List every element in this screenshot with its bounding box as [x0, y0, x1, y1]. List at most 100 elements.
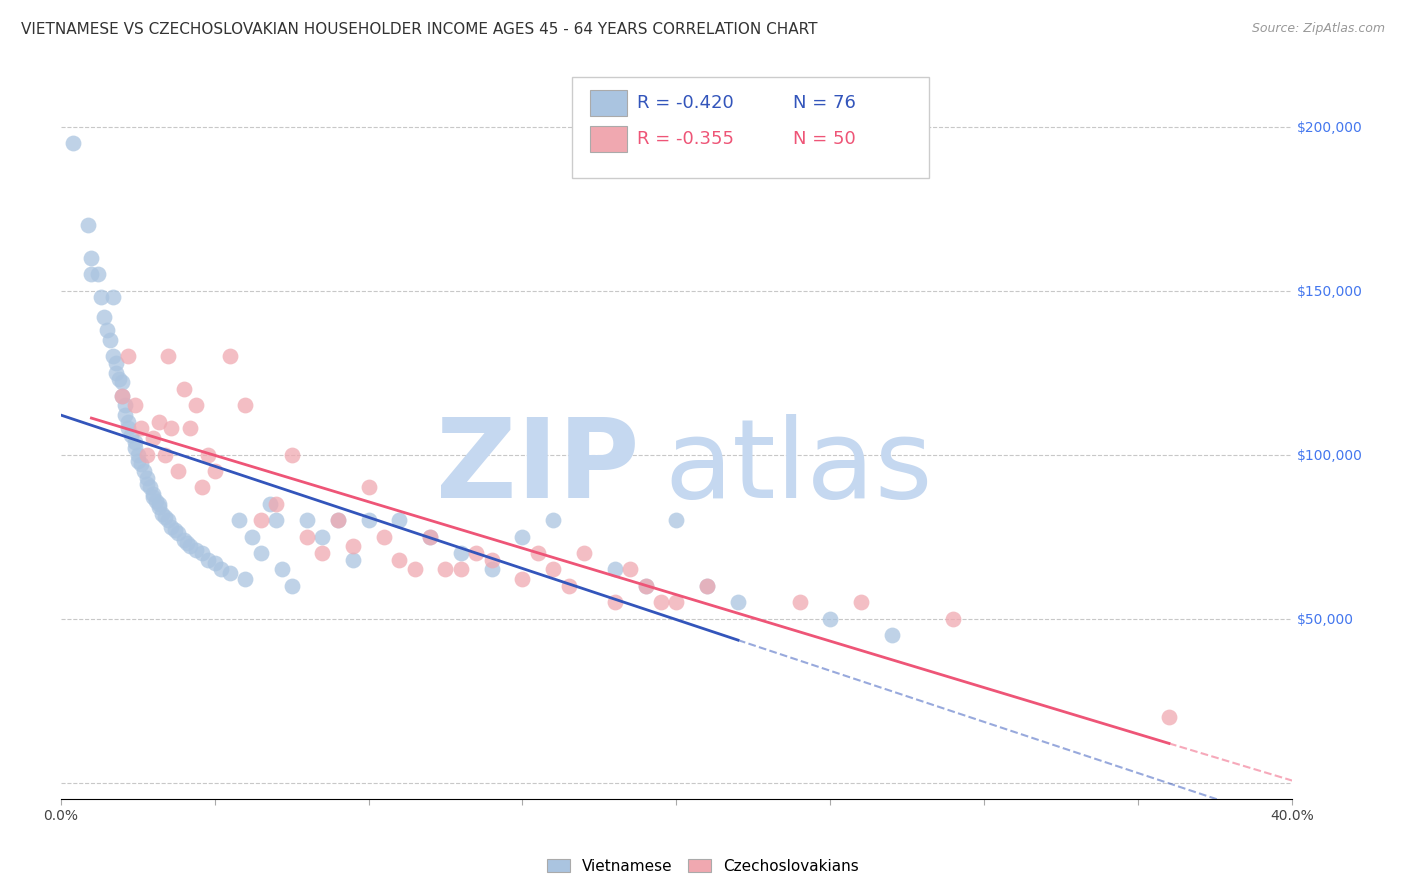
- Point: [197, 552, 219, 566]
- Point: [120, 428, 142, 442]
- Point: [404, 562, 426, 576]
- Point: [176, 536, 198, 550]
- Point: [117, 349, 139, 363]
- Bar: [591, 126, 627, 152]
- Point: [295, 530, 318, 544]
- Point: [166, 464, 188, 478]
- Point: [173, 382, 195, 396]
- Point: [111, 376, 134, 390]
- Point: [572, 546, 595, 560]
- Point: [249, 546, 271, 560]
- Point: [114, 399, 136, 413]
- Text: ZIP: ZIP: [436, 414, 640, 521]
- Text: R = -0.420: R = -0.420: [637, 94, 734, 112]
- Point: [481, 552, 503, 566]
- Point: [108, 372, 131, 386]
- Point: [135, 448, 157, 462]
- Point: [342, 552, 364, 566]
- Point: [148, 497, 170, 511]
- Point: [235, 572, 257, 586]
- Point: [264, 497, 287, 511]
- Point: [228, 513, 250, 527]
- Point: [295, 513, 318, 527]
- Point: [127, 448, 149, 462]
- Point: [880, 628, 903, 642]
- Point: [105, 366, 128, 380]
- Point: [155, 510, 177, 524]
- Point: [541, 562, 564, 576]
- Point: [665, 595, 688, 609]
- Point: [311, 530, 333, 544]
- Point: [204, 556, 226, 570]
- Point: [419, 530, 441, 544]
- Point: [142, 487, 165, 501]
- Text: R = -0.355: R = -0.355: [637, 129, 734, 148]
- Point: [179, 421, 201, 435]
- Point: [163, 523, 186, 537]
- Point: [204, 464, 226, 478]
- Point: [179, 540, 201, 554]
- Point: [541, 513, 564, 527]
- Point: [311, 546, 333, 560]
- Point: [235, 399, 257, 413]
- Point: [96, 323, 118, 337]
- Point: [240, 530, 263, 544]
- Point: [419, 530, 441, 544]
- Point: [117, 415, 139, 429]
- Bar: [591, 90, 627, 116]
- Point: [219, 349, 242, 363]
- Point: [849, 595, 872, 609]
- Point: [665, 513, 688, 527]
- Point: [326, 513, 349, 527]
- Point: [142, 491, 165, 505]
- Point: [139, 480, 162, 494]
- Point: [197, 448, 219, 462]
- Point: [101, 349, 124, 363]
- Point: [1157, 710, 1180, 724]
- Point: [80, 267, 103, 281]
- Point: [111, 389, 134, 403]
- Point: [135, 477, 157, 491]
- Point: [512, 572, 534, 586]
- Point: [650, 595, 672, 609]
- Text: N = 50: N = 50: [793, 129, 856, 148]
- FancyBboxPatch shape: [572, 78, 929, 178]
- Point: [357, 513, 380, 527]
- Point: [388, 552, 411, 566]
- Point: [264, 513, 287, 527]
- Point: [127, 454, 149, 468]
- Point: [142, 431, 165, 445]
- Point: [326, 513, 349, 527]
- Point: [184, 542, 207, 557]
- Point: [124, 399, 146, 413]
- Point: [129, 421, 152, 435]
- Point: [434, 562, 457, 576]
- Point: [603, 595, 626, 609]
- Point: [135, 470, 157, 484]
- Point: [388, 513, 411, 527]
- Point: [77, 218, 100, 232]
- Text: atlas: atlas: [664, 414, 932, 521]
- Point: [696, 579, 718, 593]
- Point: [527, 546, 550, 560]
- Point: [450, 562, 472, 576]
- Point: [259, 497, 281, 511]
- Point: [124, 441, 146, 455]
- Point: [619, 562, 641, 576]
- Point: [184, 399, 207, 413]
- Point: [117, 421, 139, 435]
- Point: [86, 267, 108, 281]
- Point: [373, 530, 395, 544]
- Point: [80, 251, 103, 265]
- Point: [191, 480, 214, 494]
- Point: [62, 136, 84, 150]
- Point: [342, 540, 364, 554]
- Point: [271, 562, 294, 576]
- Point: [557, 579, 579, 593]
- Point: [124, 434, 146, 449]
- Point: [166, 526, 188, 541]
- Point: [249, 513, 271, 527]
- Point: [160, 421, 183, 435]
- Point: [465, 546, 488, 560]
- Legend: Vietnamese, Czechoslovakians: Vietnamese, Czechoslovakians: [541, 853, 865, 880]
